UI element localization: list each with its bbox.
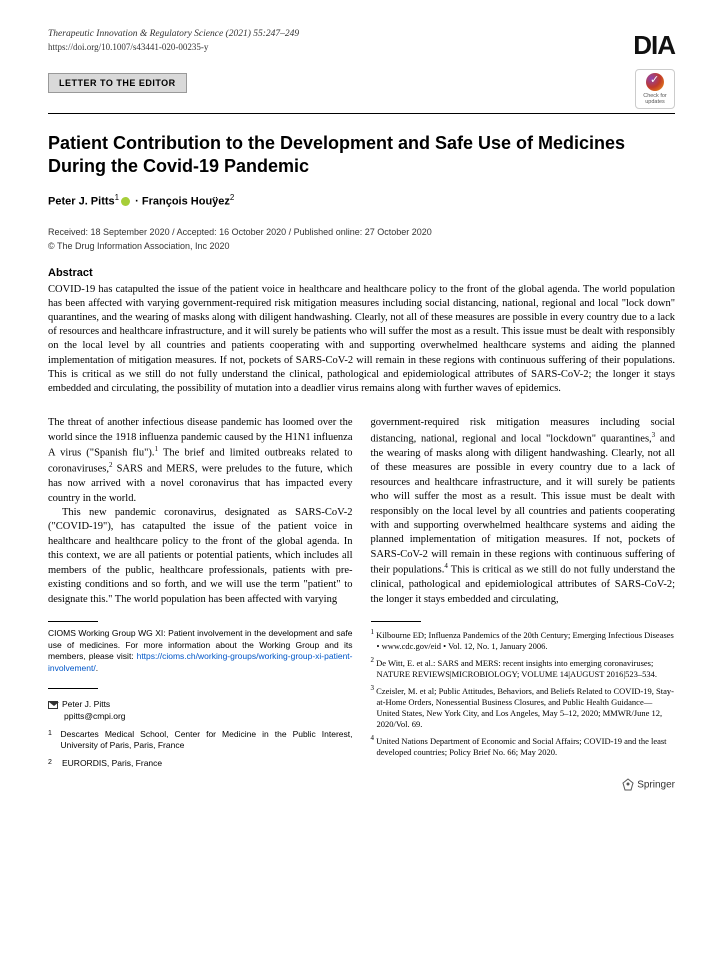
footnote-divider [371,621,421,622]
author-affil-ref: 1 [115,193,119,202]
footnote-item: 2 De Witt, E. et al.: SARS and MERS: rec… [371,656,676,680]
abstract-text: COVID-19 has catapulted the issue of the… [48,283,675,396]
right-column: government-required risk mitigation meas… [371,416,676,793]
body-columns: The threat of another infectious disease… [48,416,675,793]
check-updates-icon [646,73,664,91]
envelope-icon [48,701,58,709]
author-list: Peter J. Pitts1 · François Houÿez2 [48,193,675,210]
springer-icon [621,778,635,792]
running-header: Therapeutic Innovation & Regulatory Scie… [48,28,675,63]
author-affil-ref: 2 [230,193,234,202]
working-group-note: CIOMS Working Group WG XI: Patient invol… [48,628,353,674]
author-separator: · [132,196,142,208]
author-name: Peter J. Pitts [48,196,115,208]
journal-citation: Therapeutic Innovation & Regulatory Scie… [48,28,299,41]
corresponding-email: ppitts@cmpi.org [48,711,353,723]
publisher-logo: DIA [633,28,675,63]
left-column: The threat of another infectious disease… [48,416,353,793]
orcid-icon[interactable] [121,197,130,206]
footnote-item: 4 United Nations Department of Economic … [371,734,676,758]
affiliation: 1 Descartes Medical School, Center for M… [48,729,353,752]
correspondence-block: Peter J. Pitts ppitts@cmpi.org 1 Descart… [48,699,353,770]
footnote-divider [48,621,98,622]
copyright-line: © The Drug Information Association, Inc … [48,240,675,252]
footnote-item: 1 Kilbourne ED; Influenza Pandemics of t… [371,628,676,652]
footnote-references: 1 Kilbourne ED; Influenza Pandemics of t… [371,628,676,758]
body-paragraph: This new pandemic coronavirus, designate… [48,506,353,607]
author-name: François Houÿez [142,196,230,208]
affiliation-number: 1 [48,729,53,752]
publication-dates: Received: 18 September 2020 / Accepted: … [48,226,675,238]
affiliation: 2 EURORDIS, Paris, France [48,758,353,770]
affiliation-number: 2 [48,758,54,770]
footnote-divider [48,688,98,689]
check-updates-badge[interactable]: Check for updates [635,69,675,109]
publisher-footer: Springer [371,778,676,792]
doi: https://doi.org/10.1007/s43441-020-00235… [48,41,299,53]
abstract-heading: Abstract [48,266,675,281]
article-type-badge: LETTER TO THE EDITOR [48,73,187,93]
affiliation-text: Descartes Medical School, Center for Med… [61,729,353,752]
footnote-item: 3 Czeisler, M. et al; Public Attitudes, … [371,684,676,730]
corresponding-author: Peter J. Pitts [62,699,110,709]
body-paragraph: The threat of another infectious disease… [48,416,353,506]
article-title: Patient Contribution to the Development … [48,132,675,177]
body-paragraph: government-required risk mitigation meas… [371,416,676,607]
affiliation-text: EURORDIS, Paris, France [62,758,162,770]
check-updates-label: Check for updates [636,93,674,105]
